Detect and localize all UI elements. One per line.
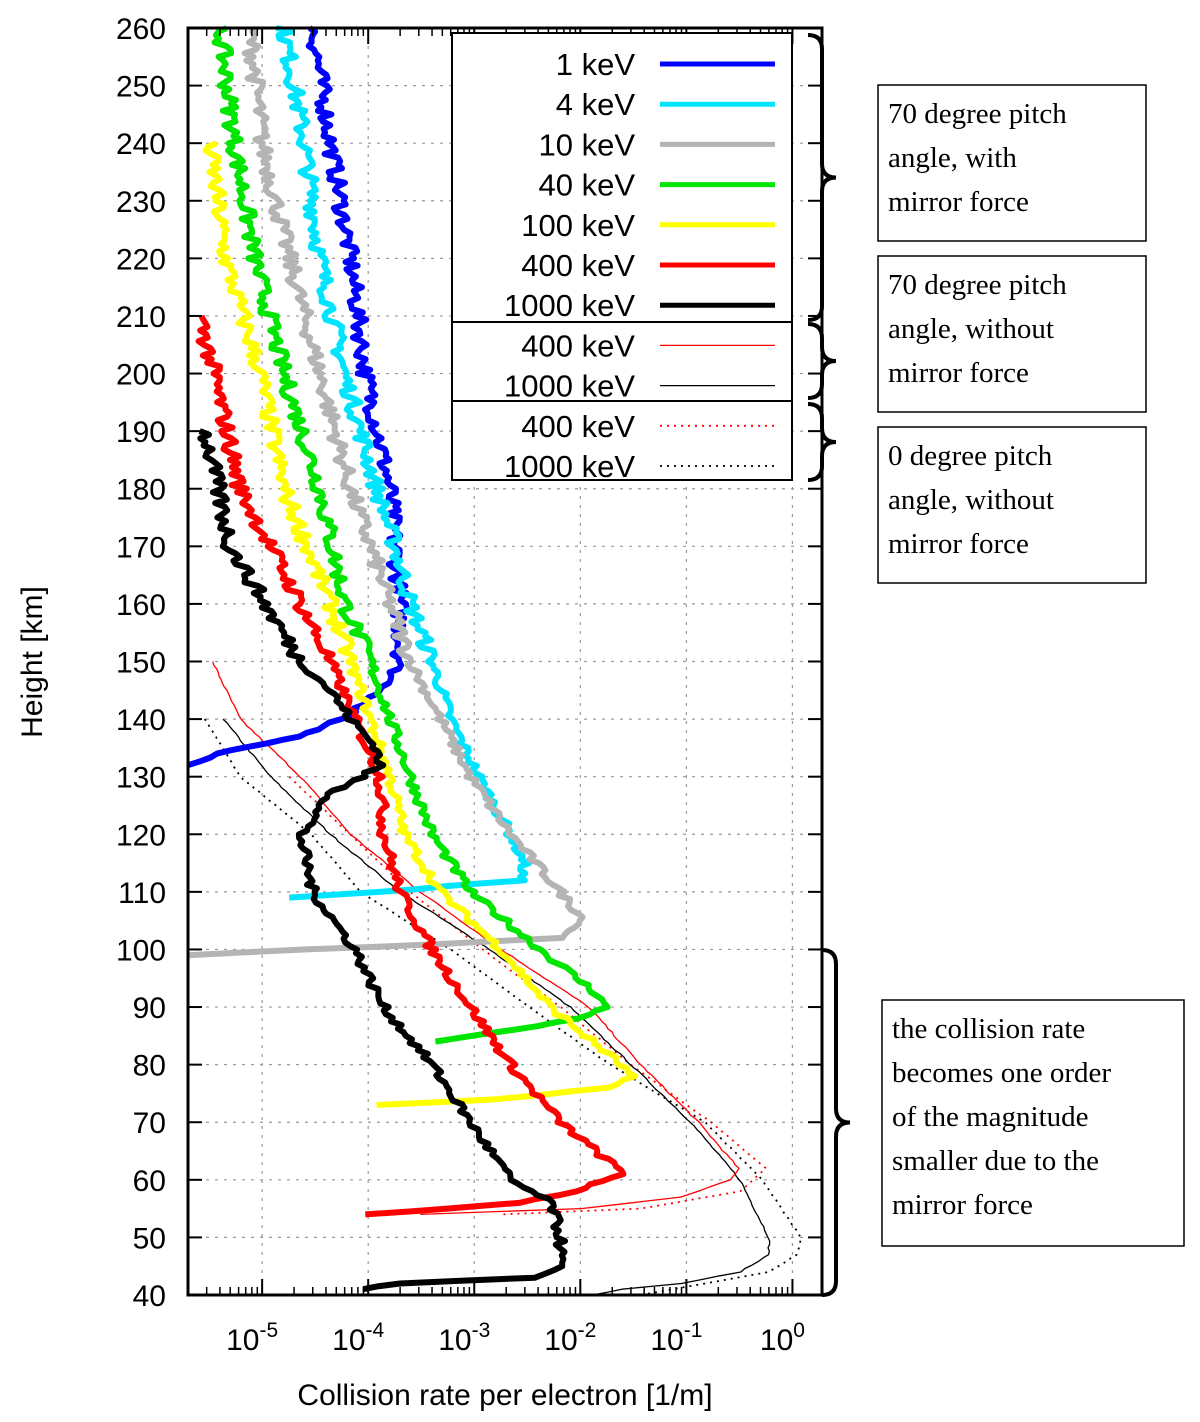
series-line-dotted-400-kev [288, 776, 767, 1216]
legend-label: 10 keV [538, 127, 635, 162]
annotation-text: the collision rate [892, 1013, 1085, 1045]
legend-label: 40 keV [538, 168, 635, 203]
y-tick-label: 160 [116, 589, 166, 622]
annotation-text: 70 degree pitch [888, 269, 1067, 301]
annotation-box [877, 84, 1147, 242]
axis-ticks: 40 50 60 70 80 90 100 110 120 130 140 150 160 170 180 1… [116, 13, 822, 1357]
y-tick-label: 220 [116, 243, 166, 276]
legend-label: 400 keV [521, 248, 635, 283]
annotation-box [877, 426, 1147, 584]
bracket-low-altitude [821, 948, 851, 1297]
y-tick-label: 40 [133, 1280, 166, 1313]
y-tick-label: 120 [116, 819, 166, 852]
legend-label: 400 keV [521, 409, 635, 444]
annotation-text: 70 degree pitch [888, 98, 1067, 130]
series-line-thick-1-kev [187, 25, 410, 769]
series-line-thick-40-kev [211, 25, 611, 1045]
annotation-box [877, 255, 1147, 413]
x-tick-label: 10-3 [438, 1319, 490, 1357]
y-tick-label: 230 [116, 186, 166, 219]
annotations: 70 degree pitch angle, with mirror force 70… [807, 33, 1185, 1297]
y-tick-label: 250 [116, 71, 166, 104]
annotation-text: mirror force [888, 357, 1029, 389]
annotation-text: of the magnitude [892, 1101, 1089, 1133]
x-axis-label: Collision rate per electron [1/m] [297, 1379, 712, 1412]
legend-label: 1000 keV [504, 288, 635, 323]
y-axis-label: Height [km] [16, 586, 49, 738]
legend-label: 1 keV [556, 47, 636, 82]
y-tick-label: 170 [116, 531, 166, 564]
y-tick-label: 180 [116, 474, 166, 507]
x-tick-label: 10-4 [332, 1319, 384, 1357]
x-tick-label: 10-2 [544, 1319, 596, 1357]
legend-label: 400 keV [521, 328, 635, 363]
series-line-thin-1000-kev [222, 718, 771, 1296]
annotation-text: mirror force [888, 186, 1029, 218]
y-tick-label: 80 [133, 1050, 166, 1083]
legend-label: 1000 keV [504, 369, 635, 404]
bracket-70deg-mirror [807, 33, 837, 322]
legend-box [451, 32, 793, 481]
x-tick-label: 10-1 [650, 1319, 702, 1357]
x-tick-label: 10-5 [226, 1319, 278, 1357]
legend-label: 1000 keV [504, 449, 635, 484]
y-tick-label: 60 [133, 1165, 166, 1198]
series-line-thick-4-kev [275, 25, 533, 901]
annotation-text: smaller due to the [892, 1145, 1099, 1177]
annotation-text: angle, with [888, 142, 1017, 174]
bracket-70deg-no-mirror [807, 322, 837, 400]
series-line-thick-400-kev [195, 314, 627, 1218]
y-tick-label: 140 [116, 704, 166, 737]
series-line-thick-1000-kev [197, 428, 569, 1293]
y-tick-label: 90 [133, 992, 166, 1025]
legend-label: 100 keV [521, 208, 635, 243]
annotation-text: mirror force [888, 528, 1029, 560]
y-tick-label: 100 [116, 934, 166, 967]
annotation-text: 0 degree pitch [888, 440, 1053, 472]
y-tick-label: 260 [116, 13, 166, 46]
annotation-text: mirror force [892, 1189, 1033, 1221]
annotation-text: becomes one order [892, 1057, 1111, 1089]
annotation-box [881, 999, 1185, 1247]
y-tick-label: 50 [133, 1222, 166, 1255]
y-tick-label: 130 [116, 762, 166, 795]
y-tick-label: 190 [116, 416, 166, 449]
bracket-0deg-no-mirror [807, 402, 837, 482]
series-line-thick-10-kev [187, 25, 586, 959]
series-layer [187, 25, 803, 1296]
annotation-text: angle, without [888, 313, 1054, 345]
y-tick-label: 210 [116, 301, 166, 334]
y-tick-label: 110 [118, 877, 166, 910]
series-line-thick-100-kev [202, 140, 639, 1108]
y-tick-label: 200 [116, 359, 166, 392]
annotation-text: angle, without [888, 484, 1054, 516]
y-tick-label: 70 [133, 1107, 166, 1140]
legend-label: 4 keV [556, 87, 636, 122]
legend: 1 keV 4 keV 10 keV 40 keV 100 keV 400 keV 1000… [451, 32, 793, 484]
y-tick-label: 150 [116, 647, 166, 680]
y-tick-label: 240 [116, 128, 166, 161]
x-tick-label: 100 [760, 1319, 805, 1357]
